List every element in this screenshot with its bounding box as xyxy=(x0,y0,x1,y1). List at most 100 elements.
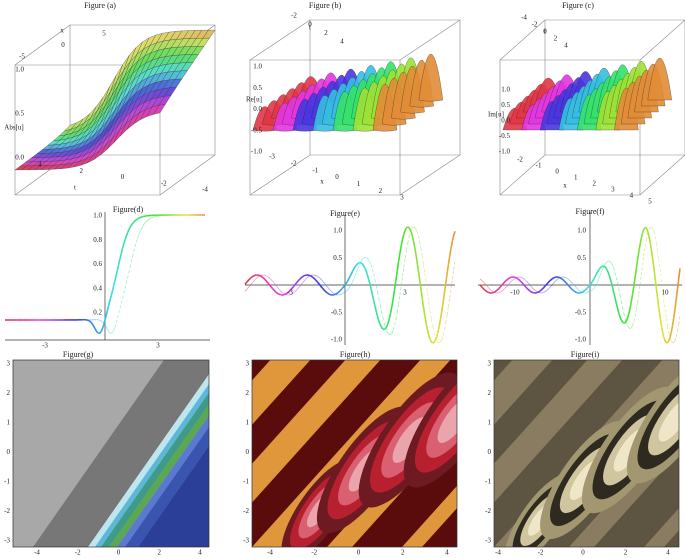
curve-segment xyxy=(294,290,297,292)
curve-segment xyxy=(618,288,621,295)
contour-band xyxy=(644,508,679,547)
curve-segment xyxy=(615,277,618,283)
curve-segment xyxy=(631,286,635,295)
curve-segment xyxy=(647,235,651,242)
tick-label: -0.5 xyxy=(499,132,511,140)
curve-segment xyxy=(266,281,270,285)
curve-segment xyxy=(120,298,123,304)
curve-segment xyxy=(324,283,327,286)
curve-segment xyxy=(302,280,305,283)
curve-segment xyxy=(428,301,431,311)
curve-segment xyxy=(366,257,369,260)
curve-segment xyxy=(360,261,363,265)
curve-segment xyxy=(350,281,353,285)
curve-segment xyxy=(256,276,259,279)
curve-segment xyxy=(409,229,413,234)
curve-segment xyxy=(102,319,106,325)
curve-segment xyxy=(614,272,617,278)
curve-segment xyxy=(434,336,438,341)
curve-segment xyxy=(255,277,258,280)
curve-segment xyxy=(430,318,434,327)
curve-segment xyxy=(545,282,549,286)
curve-segment xyxy=(323,289,326,292)
curve-segment xyxy=(623,313,626,319)
axis-label: Abs[u] xyxy=(4,124,23,132)
curve-segment xyxy=(247,279,250,282)
axis-label: Re[u] xyxy=(246,96,262,104)
curve-segment xyxy=(248,285,251,288)
surface-patch xyxy=(202,29,216,39)
curve-segment xyxy=(365,257,368,259)
curve-segment xyxy=(505,278,509,282)
curve-segment xyxy=(482,280,485,283)
curve-segment xyxy=(107,329,110,332)
curve-segment xyxy=(632,277,636,287)
curve-segment xyxy=(377,291,380,299)
curve-segment xyxy=(619,294,622,302)
curve-segment xyxy=(611,286,615,293)
curve-segment xyxy=(105,327,108,330)
curve-segment xyxy=(351,268,355,272)
curve-segment xyxy=(396,261,400,272)
curve-segment xyxy=(559,277,562,280)
curve-segment xyxy=(321,287,325,291)
curve-segment xyxy=(452,231,456,236)
curve-segment xyxy=(418,278,422,289)
curve-segment xyxy=(249,276,253,279)
curve-segment xyxy=(607,273,611,278)
tick-label: 0.5 xyxy=(501,101,510,109)
curve-segment xyxy=(622,307,625,314)
curve-segment xyxy=(577,288,580,291)
curve-segment xyxy=(504,279,507,283)
axis-label: t xyxy=(544,28,546,36)
curve-segment xyxy=(309,274,311,277)
tick-label: 0.8 xyxy=(93,236,102,244)
curve-segment xyxy=(652,266,656,278)
curve-segment xyxy=(126,229,130,234)
curve-segment xyxy=(382,317,385,324)
curve-segment xyxy=(533,288,536,291)
curve-segment xyxy=(319,284,322,288)
curve-segment xyxy=(325,291,329,294)
curve-segment xyxy=(658,259,661,269)
tick-label: -4 xyxy=(202,186,208,194)
curve-segment xyxy=(582,290,585,293)
curve-segment xyxy=(652,228,655,232)
axis-label: Im[u] xyxy=(488,111,504,119)
curve-f xyxy=(479,226,681,344)
tick-label: 1.0 xyxy=(253,63,262,71)
curve-segment xyxy=(379,305,382,312)
curve-segment xyxy=(610,281,614,288)
curve-segment xyxy=(147,219,149,221)
tick-label: -4 xyxy=(521,14,527,22)
curve-segment xyxy=(421,255,424,265)
curve-segment xyxy=(563,279,566,283)
curve-segment xyxy=(570,281,573,284)
tick-label: -1 xyxy=(4,478,10,486)
curve-segment xyxy=(388,312,392,319)
curve-segment xyxy=(326,285,328,288)
curve-segment xyxy=(443,282,447,293)
curve-segment xyxy=(637,294,640,303)
curve-segment xyxy=(143,222,146,225)
curve-segment xyxy=(529,284,532,287)
tick-label: -2 xyxy=(485,507,491,515)
curve-segment xyxy=(543,291,546,293)
panel-title: Figure(h) xyxy=(340,350,371,359)
tick-label: -0.5 xyxy=(331,308,343,316)
curve-segment xyxy=(260,275,263,278)
curve-segment xyxy=(441,301,444,311)
curve-segment xyxy=(357,265,360,269)
tick-label: 0 xyxy=(308,20,312,28)
curve-segment xyxy=(352,278,355,282)
tick-label: 1 xyxy=(488,419,492,427)
curve-segment xyxy=(638,284,641,295)
curve-segment xyxy=(367,278,371,284)
curve-segment xyxy=(425,322,429,330)
curve-segment xyxy=(550,277,553,281)
tick-label: 3 xyxy=(403,289,407,297)
curve-segment xyxy=(441,334,444,340)
curve-segment xyxy=(144,221,147,224)
tick-label: 1 xyxy=(357,180,361,188)
curve-segment xyxy=(347,288,349,291)
